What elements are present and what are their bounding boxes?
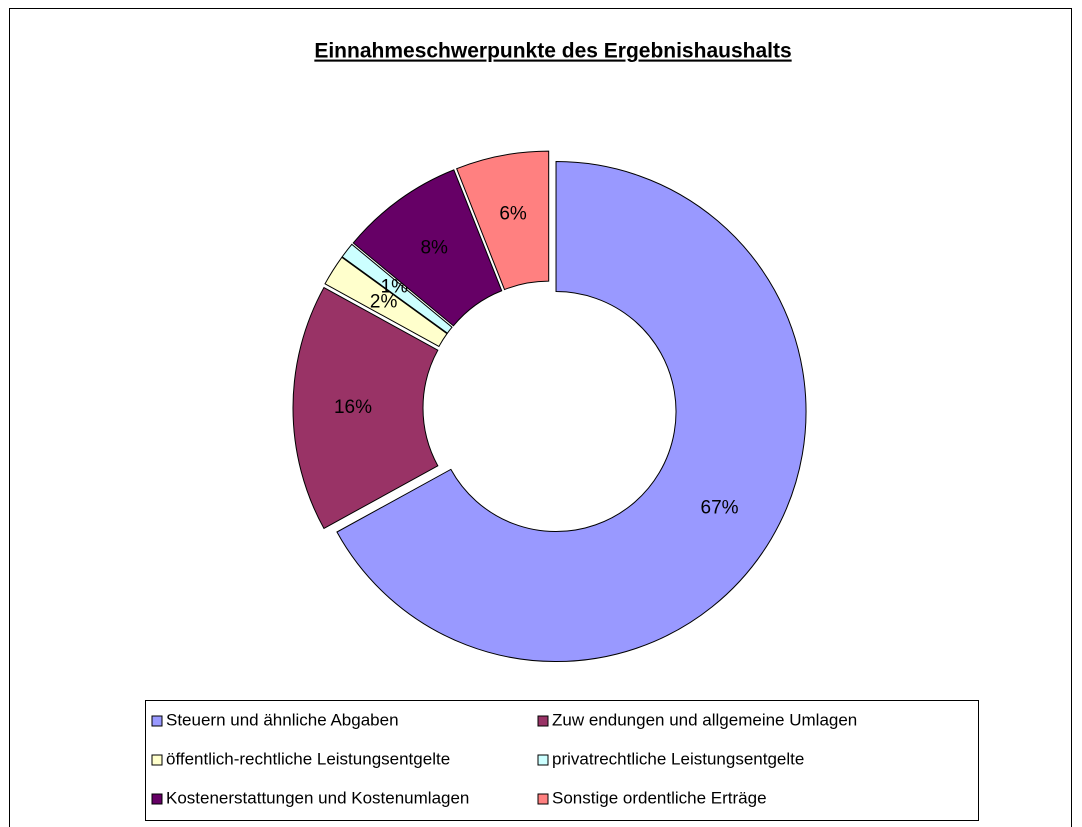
value-label: 16% [334, 397, 372, 418]
legend-label: Kostenerstattungen und Kostenumlagen [166, 788, 469, 807]
legend-label: Zuw endungen und allgemeine Umlagen [552, 710, 857, 729]
donut-slice [341, 243, 453, 334]
chart-title: Einnahmeschwerpunkte des Ergebnishaushal… [314, 40, 791, 63]
legend-swatch [537, 793, 549, 805]
legend [145, 700, 979, 821]
legend-swatch [151, 715, 163, 727]
legend-label: privatrechtliche Leistungsentgelte [552, 749, 804, 768]
donut-slice [336, 161, 807, 663]
legend-swatch [537, 754, 549, 766]
value-label: 67% [701, 497, 739, 518]
donut-slice [352, 169, 503, 327]
legend-swatch [151, 793, 163, 805]
legend-label: Sonstige ordentliche Erträge [552, 788, 767, 807]
donut-slice [292, 286, 439, 530]
legend-swatch [151, 754, 163, 766]
donut-slice [456, 150, 550, 291]
value-label: 2% [370, 291, 398, 312]
value-label: 6% [499, 204, 527, 225]
value-label: 8% [420, 238, 448, 259]
legend-label: öffentlich-rechtliche Leistungsentgelte [166, 749, 450, 768]
chart-frame [9, 8, 1072, 827]
legend-label: Steuern und ähnliche Abgaben [166, 710, 399, 729]
donut-slice [324, 256, 448, 348]
legend-swatch [537, 715, 549, 727]
